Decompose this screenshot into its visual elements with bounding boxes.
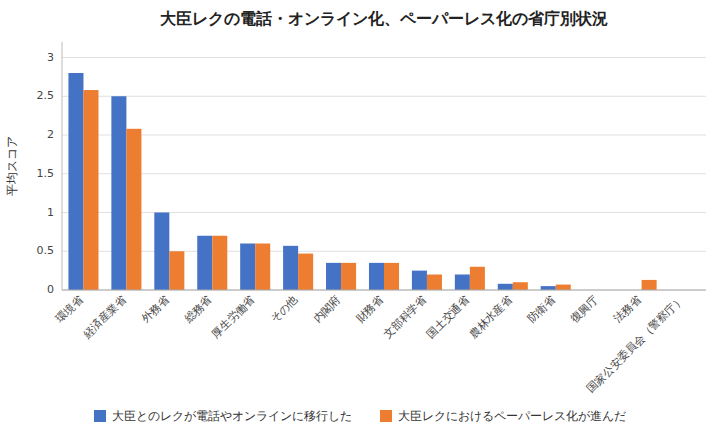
- bar: [642, 280, 657, 290]
- bar: [427, 275, 442, 291]
- bar: [255, 244, 270, 291]
- x-axis-line: [62, 290, 706, 291]
- legend-label: 大臣とのレクが電話やオンラインに移行した: [112, 409, 352, 423]
- grid: [62, 58, 706, 291]
- bar: [298, 254, 313, 290]
- grid-line: [62, 135, 706, 136]
- grid-line: [62, 57, 706, 58]
- bar: [470, 267, 485, 290]
- y-axis: 0 0.5 1 1.5 2 2.5 3: [37, 42, 63, 296]
- x-tick-label: 法務省: [611, 293, 644, 326]
- bars: [68, 73, 656, 290]
- x-tick-label: 環境省: [53, 293, 86, 326]
- y-tick-label: 0: [47, 283, 54, 296]
- x-tick-label: 国家公安委員会（警察庁）: [584, 293, 687, 396]
- bar: [197, 236, 212, 290]
- y-tick-label: 3: [47, 51, 54, 64]
- bar: [240, 244, 255, 291]
- grid-line: [62, 173, 706, 174]
- x-tick-label: 外務省: [139, 293, 172, 326]
- bar: [111, 96, 126, 290]
- title: 大臣レクの電話・オンライン化、ペーパーレス化の省庁別状況: [160, 9, 608, 28]
- chart: 0 0.5 1 1.5 2 2.5 3 平均スコア環境省経済産業省外務省総務省厚生労働省その他…: [0, 0, 720, 430]
- legend-label: 大臣レクにおけるペーパーレス化が進んだ: [398, 409, 626, 423]
- x-tick-label: 文部科学省: [381, 293, 429, 341]
- y-tick-label: 2.5: [37, 89, 55, 102]
- y-tick-label: 2: [47, 128, 54, 141]
- x-tick-label: 厚生労働省: [209, 293, 257, 341]
- bar: [498, 284, 513, 290]
- x-tick-label: 防衛省: [525, 293, 558, 326]
- x-tick-label: 財務省: [354, 293, 387, 326]
- y-axis-line: [62, 42, 63, 290]
- y-tick-label: 1: [47, 206, 54, 219]
- x-tick-label: 農林水産省: [467, 293, 515, 341]
- x-tick-label: 内閣府: [311, 293, 344, 326]
- grid-line: [62, 290, 706, 291]
- bar: [68, 73, 83, 290]
- x-tick-label: その他: [268, 293, 301, 326]
- y-axis-label: 平均スコア: [5, 136, 19, 196]
- bar: [384, 263, 399, 290]
- grid-line: [62, 96, 706, 97]
- bar: [513, 282, 528, 290]
- bar: [83, 90, 98, 290]
- bar: [283, 246, 298, 290]
- bar: [326, 263, 341, 290]
- bar: [412, 271, 427, 290]
- bar: [341, 263, 356, 290]
- bar: [455, 275, 470, 291]
- x-tick-label: 総務省: [181, 293, 214, 326]
- x-tick-label: 復興庁: [568, 293, 601, 326]
- bar: [212, 236, 227, 290]
- y-tick-label: 1.5: [37, 167, 55, 180]
- bar: [369, 263, 384, 290]
- legend-item: 大臣レクにおけるペーパーレス化が進んだ: [380, 409, 626, 423]
- bar: [169, 251, 184, 290]
- y-tick-label: 0.5: [37, 244, 55, 257]
- x-tick-label: 国土交通省: [424, 293, 472, 341]
- bar: [541, 286, 556, 290]
- legend: 大臣とのレクが電話やオンラインに移行した 大臣レクにおけるペーパーレス化が進んだ: [94, 409, 626, 423]
- bar: [154, 213, 169, 291]
- legend-swatch: [380, 410, 392, 422]
- bar: [556, 285, 571, 290]
- legend-item: 大臣とのレクが電話やオンラインに移行した: [94, 409, 352, 423]
- legend-swatch: [94, 410, 106, 422]
- bar: [126, 129, 141, 290]
- x-tick-label: 経済産業省: [80, 293, 129, 342]
- x-axis: 環境省経済産業省外務省総務省厚生労働省その他内閣府財務省文部科学省国土交通省農林…: [53, 290, 706, 395]
